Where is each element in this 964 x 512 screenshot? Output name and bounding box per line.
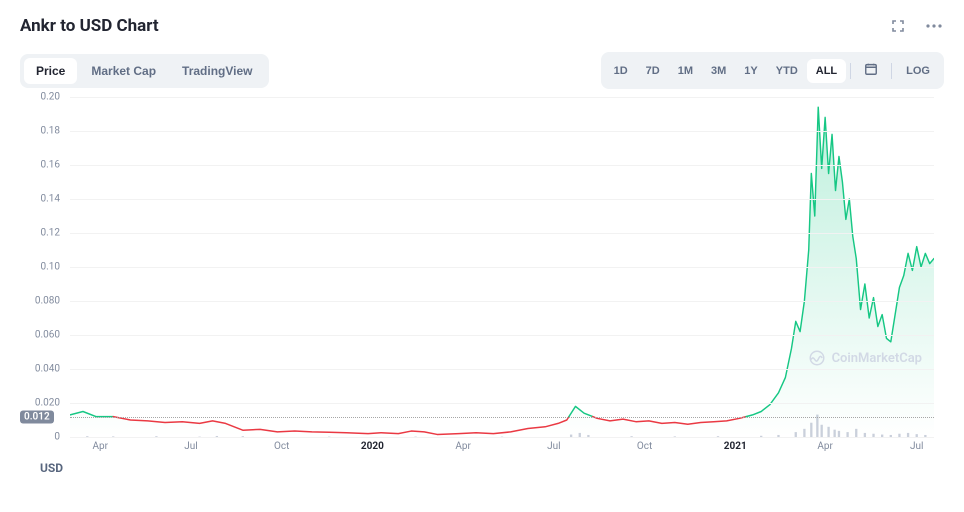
x-tick: Oct — [637, 441, 652, 452]
y-tick: 0.040 — [20, 364, 60, 375]
y-tick: 0.18 — [20, 126, 60, 137]
y-tick: 0.20 — [20, 92, 60, 103]
grid-line — [70, 403, 934, 404]
reference-badge: 0.012 — [20, 410, 54, 423]
volume-bar — [855, 429, 857, 437]
x-tick: 2020 — [361, 441, 384, 452]
area-fill — [70, 107, 934, 437]
x-tick: 2021 — [724, 441, 747, 452]
range-3m[interactable]: 3M — [702, 59, 735, 83]
volume-bar — [803, 429, 805, 437]
reference-line — [70, 417, 934, 418]
y-tick: 0.080 — [20, 296, 60, 307]
volume-bar — [833, 430, 835, 437]
tab-tradingview[interactable]: TradingView — [170, 58, 264, 84]
tab-price[interactable]: Price — [24, 58, 77, 84]
grid-line — [70, 131, 934, 132]
more-icon[interactable] — [924, 16, 944, 36]
currency-label: USD — [40, 461, 63, 475]
chart-type-tabs: PriceMarket CapTradingView — [20, 54, 269, 88]
grid-line — [70, 233, 934, 234]
tab-market-cap[interactable]: Market Cap — [79, 58, 168, 84]
calendar-icon[interactable] — [855, 56, 887, 85]
volume-bar — [821, 425, 823, 437]
range-ytd[interactable]: YTD — [767, 59, 807, 83]
range-7d[interactable]: 7D — [637, 59, 669, 83]
y-tick: 0.16 — [20, 160, 60, 171]
y-tick: 0 — [20, 432, 60, 443]
grid-line — [70, 97, 934, 98]
chart-area: 0 0.020 0.040 0.060 0.080 0.10 0.12 0.14 0.16 0.1… — [20, 97, 944, 477]
y-tick: 0.12 — [20, 228, 60, 239]
y-tick: 0.14 — [20, 194, 60, 205]
x-tick: Apr — [455, 441, 471, 452]
grid-line — [70, 267, 934, 268]
grid-line — [70, 301, 934, 302]
divider — [891, 63, 892, 79]
x-tick: Jul — [910, 441, 923, 452]
x-tick: Apr — [92, 441, 108, 452]
y-tick: 0.020 — [20, 398, 60, 409]
watermark: CoinMarketCap — [808, 349, 922, 367]
volume-bar — [816, 415, 818, 437]
volume-bar — [827, 427, 829, 437]
fullscreen-icon[interactable] — [888, 16, 908, 36]
grid-line — [70, 165, 934, 166]
x-tick: Oct — [274, 441, 289, 452]
range-1d[interactable]: 1D — [605, 59, 637, 83]
x-tick: Apr — [817, 441, 833, 452]
log-toggle[interactable]: LOG — [896, 59, 940, 83]
x-tick: Jul — [547, 441, 560, 452]
grid-line — [70, 369, 934, 370]
y-tick: 0.060 — [20, 330, 60, 341]
range-1m[interactable]: 1M — [669, 59, 702, 83]
time-range-group: 1D7D1M3M1YYTDALL LOG — [601, 52, 944, 89]
range-all[interactable]: ALL — [807, 59, 846, 83]
divider — [850, 63, 851, 79]
page-title: Ankr to USD Chart — [20, 16, 159, 36]
volume-bar — [810, 423, 812, 437]
x-tick: Jul — [184, 441, 197, 452]
grid-line — [70, 335, 934, 336]
grid-line — [70, 199, 934, 200]
y-tick: 0.10 — [20, 262, 60, 273]
range-1y[interactable]: 1Y — [735, 59, 766, 83]
